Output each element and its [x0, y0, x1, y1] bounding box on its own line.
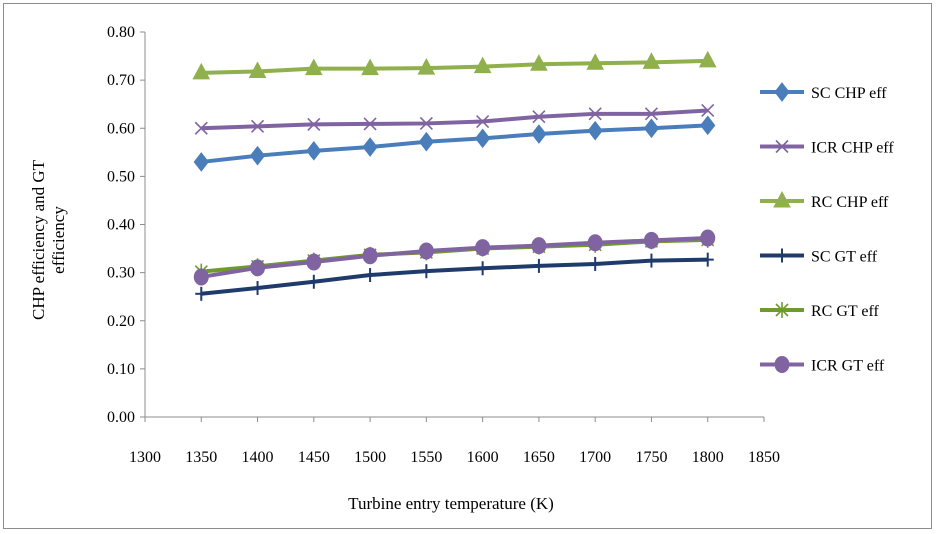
marker-diamond	[644, 119, 658, 137]
series-sc-gt-eff	[195, 253, 713, 301]
legend-item: SC CHP eff	[760, 83, 887, 102]
marker-circle	[476, 240, 490, 256]
legend-label: RC GT eff	[811, 303, 880, 320]
legend-item: SC GT eff	[760, 249, 878, 266]
marker-diamond	[775, 83, 789, 101]
y-tick-label: 0.70	[107, 72, 135, 89]
x-tick-label: 1450	[298, 449, 330, 466]
legend-label: ICR CHP eff	[811, 140, 894, 157]
marker-plus	[364, 268, 376, 282]
marker-diamond	[588, 122, 602, 140]
legend-item: ICR CHP eff	[760, 140, 894, 157]
y-tick-label: 0.10	[107, 361, 135, 378]
marker-circle	[588, 235, 602, 251]
y-tick-label: 0.50	[107, 168, 135, 185]
marker-plus	[195, 287, 207, 301]
x-tick-label: 1700	[579, 449, 611, 466]
legend-label: SC GT eff	[811, 249, 878, 266]
x-tick-label: 1850	[748, 449, 780, 466]
legend-item: RC GT eff	[760, 302, 880, 320]
marker-circle	[363, 248, 377, 264]
marker-plus	[308, 275, 320, 289]
legend-item: RC CHP eff	[760, 192, 889, 211]
x-tick-label: 1350	[185, 449, 217, 466]
legend-item: ICR GT eff	[760, 357, 885, 375]
marker-circle	[419, 243, 433, 259]
legend-label: SC CHP eff	[811, 85, 887, 102]
marker-diamond	[476, 129, 490, 147]
marker-plus	[776, 249, 788, 263]
x-tick-label: 1600	[467, 449, 499, 466]
marker-plus	[589, 257, 601, 271]
marker-plus	[702, 253, 714, 267]
series-line	[201, 61, 707, 73]
x-axis-title: Turbine entry temperature (K)	[348, 494, 554, 513]
series-line	[201, 125, 707, 162]
legend-label: ICR GT eff	[811, 358, 885, 375]
marker-diamond	[194, 153, 208, 171]
marker-diamond	[532, 125, 546, 143]
y-axis-title: CHP efficiency and GTefficiency	[29, 159, 68, 320]
series-rc-chp-eff	[193, 52, 715, 79]
y-tick-label: 0.00	[107, 409, 135, 426]
marker-circle	[532, 238, 546, 254]
marker-plus	[420, 264, 432, 278]
y-tick-label: 0.30	[107, 265, 135, 282]
y-tick-label: 0.80	[107, 24, 135, 41]
marker-plus	[477, 261, 489, 275]
marker-circle	[701, 230, 715, 246]
marker-diamond	[363, 138, 377, 156]
x-ticks: 1300 1350 1400 1450 1500 1550 1600 1650 1700 1750…	[129, 417, 780, 466]
axes	[145, 32, 764, 417]
marker-circle	[644, 232, 658, 248]
series-icr-gt-eff	[194, 230, 714, 285]
y-tick-label: 0.40	[107, 217, 135, 234]
y-ticks: 0.00 0.10 0.20 0.30 0.40 0.50 0.60 0.70 0.80	[107, 24, 145, 426]
x-tick-label: 1500	[354, 449, 386, 466]
series-layer	[193, 52, 715, 301]
x-tick-label: 1800	[692, 449, 724, 466]
marker-diamond	[419, 133, 433, 151]
marker-plus	[533, 259, 545, 273]
y-tick-label: 0.20	[107, 313, 135, 330]
y-tick-label: 0.60	[107, 120, 135, 137]
x-tick-label: 1400	[242, 449, 274, 466]
x-tick-label: 1300	[129, 449, 161, 466]
x-tick-label: 1650	[523, 449, 555, 466]
marker-circle	[307, 254, 321, 270]
marker-circle	[251, 260, 265, 276]
marker-plus	[252, 281, 264, 295]
x-tick-label: 1750	[635, 449, 667, 466]
marker-circle	[194, 269, 208, 285]
marker-diamond	[307, 142, 321, 160]
x-tick-label: 1550	[410, 449, 442, 466]
marker-diamond	[251, 147, 265, 165]
marker-circle	[775, 357, 789, 373]
series-line	[201, 110, 707, 128]
marker-diamond	[701, 116, 715, 134]
legend: SC CHP eff ICR CHP eff RC CHP eff SC GT eff…	[760, 83, 894, 375]
marker-plus	[645, 254, 657, 268]
legend-label: RC CHP eff	[811, 194, 889, 211]
chart-svg: 0.00 0.10 0.20 0.30 0.40 0.50 0.60 0.70 0.80 130…	[0, 0, 937, 534]
